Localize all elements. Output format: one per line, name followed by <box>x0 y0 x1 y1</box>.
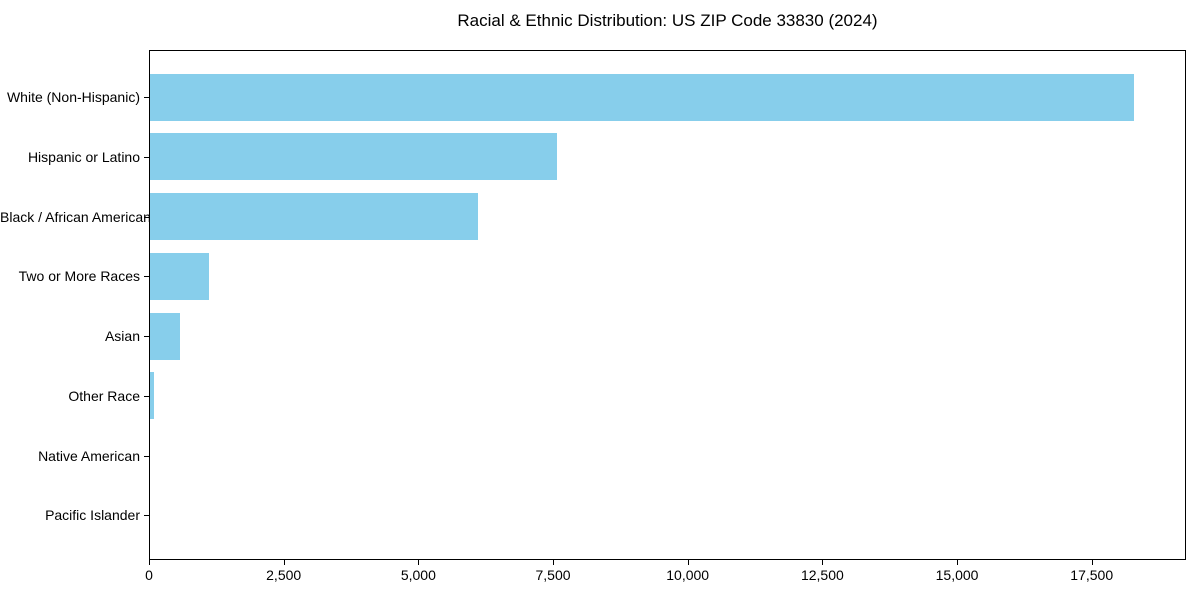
y-tick-label-two-or-more-races: Two or More Races <box>18 268 140 285</box>
x-tick-mark <box>283 560 285 565</box>
x-tick-mark <box>822 560 824 565</box>
x-tick-label: 12,500 <box>800 567 844 583</box>
x-tick-mark <box>553 560 555 565</box>
x-tick-label: 15,000 <box>935 567 979 583</box>
bar-two-or-more-races <box>150 252 210 300</box>
bar-white-non-hispanic <box>150 73 1134 121</box>
y-tick-mark <box>144 156 149 158</box>
bar-asian <box>150 312 180 360</box>
y-tick-label-black-african-american: Black / African American <box>0 208 151 225</box>
x-tick-label: 17,500 <box>1070 567 1114 583</box>
x-tick-label: 10,000 <box>666 567 710 583</box>
x-tick-mark <box>957 560 959 565</box>
chart-title: Racial & Ethnic Distribution: US ZIP Cod… <box>457 11 878 30</box>
x-tick-mark <box>149 560 150 565</box>
y-tick-mark <box>144 216 149 218</box>
y-tick-mark <box>144 97 149 99</box>
x-tick-label: 0 <box>145 567 153 583</box>
y-tick-label-native-american: Native American <box>38 447 140 464</box>
plot-area <box>149 50 1186 560</box>
x-tick-label: 5,000 <box>400 567 436 583</box>
y-tick-mark <box>144 336 149 338</box>
y-tick-mark <box>144 515 149 517</box>
bar-hispanic-or-latino <box>150 133 557 181</box>
x-tick-mark <box>687 560 689 565</box>
x-tick-label: 2,500 <box>266 567 302 583</box>
x-tick-mark <box>418 560 420 565</box>
x-tick-label: 7,500 <box>535 567 571 583</box>
y-tick-label-other-race: Other Race <box>68 387 140 404</box>
y-tick-label-pacific-islander: Pacific Islander <box>45 507 140 524</box>
y-tick-mark <box>144 276 149 278</box>
y-tick-label-hispanic-or-latino: Hispanic or Latino <box>27 148 140 165</box>
y-tick-mark <box>144 455 149 457</box>
y-tick-label-white-non-hispanic: White (Non-Hispanic) <box>6 89 140 106</box>
x-tick-mark <box>1091 560 1093 565</box>
bar-other-race <box>150 372 155 420</box>
y-tick-label-asian: Asian <box>104 328 140 345</box>
bar-black-african-american <box>150 193 478 241</box>
y-tick-mark <box>144 395 149 397</box>
